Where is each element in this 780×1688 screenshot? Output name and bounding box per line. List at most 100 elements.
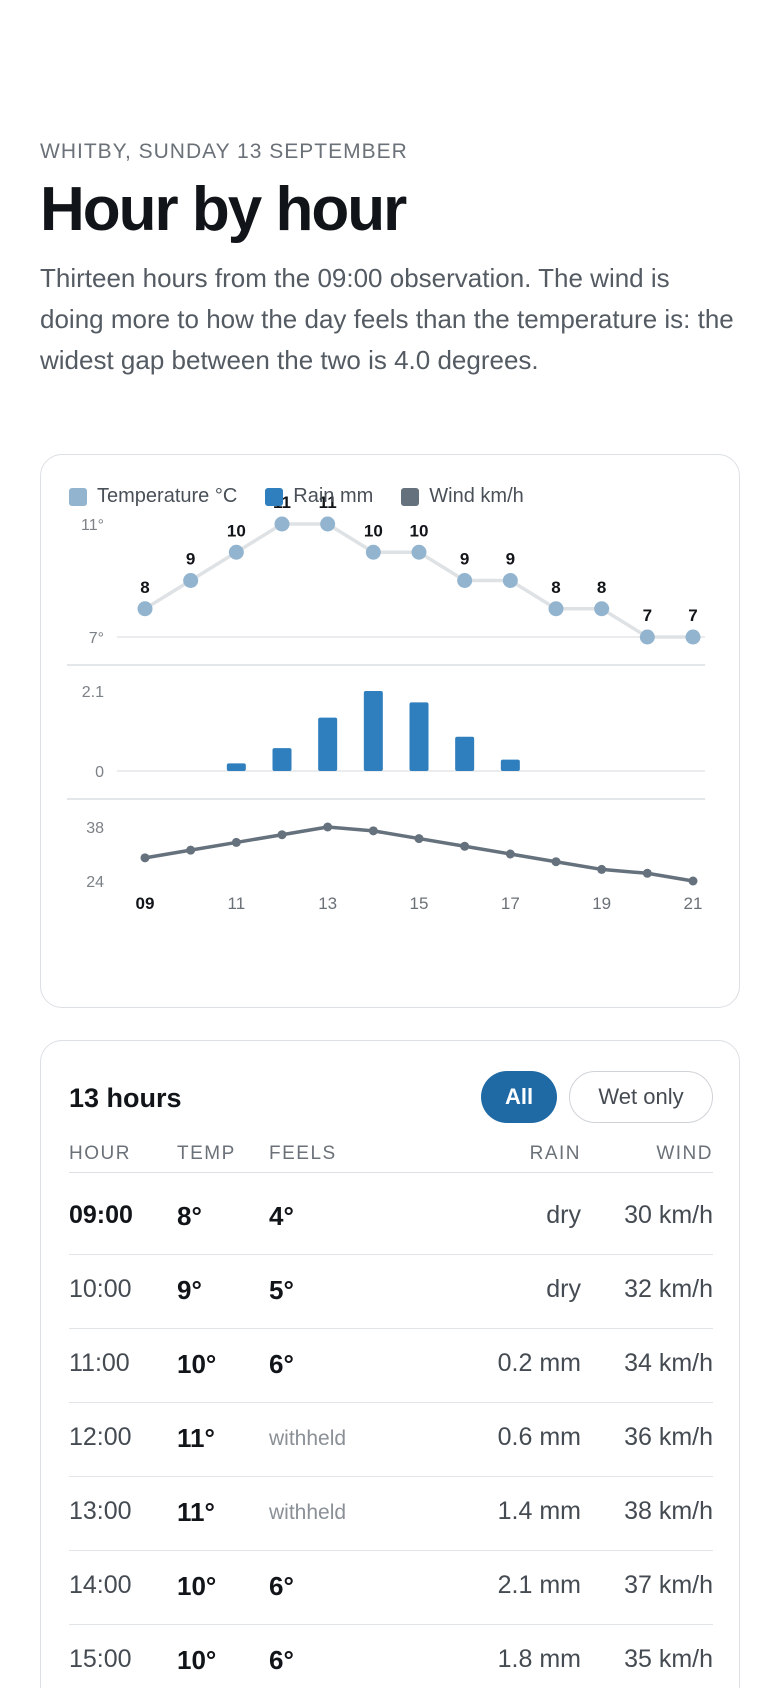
temperature-data-label: 10 [227,521,246,540]
row-temp: 9° [177,1275,202,1305]
row-rain: 0.6 mm [497,1423,581,1451]
wind-point [688,876,698,886]
row-wind: 37 km/h [624,1571,713,1599]
column-header-rain: RAIN [529,1143,581,1164]
y-tick-label: 11° [81,517,104,534]
temperature-point [502,573,518,588]
table-row: 13:00 11° withheld 1.4 mm 38 km/h [69,1477,713,1551]
row-hour: 09:00 [69,1201,133,1229]
row-wind: 35 km/h [624,1645,713,1673]
rain-bar [272,748,292,771]
row-hour: 14:00 [69,1571,132,1599]
x-tick-label: 13 [318,894,337,913]
temperature-line [144,522,693,639]
row-feels: withheld [269,1427,347,1450]
table-row: 10:00 9° 5° dry 32 km/h [69,1255,713,1329]
row-wind: 30 km/h [624,1201,713,1229]
y-tick-label: 0 [95,764,104,781]
temperature-point [594,601,610,617]
temperature-point [228,544,244,560]
row-feels: 6° [269,1645,294,1675]
filter-all-button[interactable]: All [481,1071,557,1123]
row-feels: withheld [269,1501,347,1524]
row-rain: 1.8 mm [497,1645,581,1673]
rain-bar [226,763,246,771]
row-feels: 5° [269,1275,294,1305]
row-wind: 36 km/h [624,1423,713,1451]
legend-item-wind: Wind km/h [401,485,524,508]
temperature-point [411,544,427,560]
row-hour: 12:00 [69,1423,132,1451]
column-header-wind: WIND [656,1143,713,1164]
row-feels: 6° [269,1571,294,1601]
column-header-feels: FEELS [269,1143,337,1164]
row-rain: dry [546,1201,581,1229]
temperature-data-label: 8 [597,578,606,597]
chart-legend: Temperature °C Rain mm Wind km/h [69,485,524,508]
temperature-point [365,544,381,560]
temperature-point [639,629,655,645]
rain-bar [318,717,338,771]
legend-label-wind: Wind km/h [429,485,524,507]
temperature-data-label: 10 [410,521,429,540]
table-row: 09:00 8° 4° dry 30 km/h [69,1181,713,1255]
temperature-point [137,601,153,617]
table-rows: 09:00 8° 4° dry 30 km/h 10:00 9° 5° dry … [69,1181,713,1688]
legend-item-temperature: Temperature °C [69,485,237,508]
wind-point [460,841,470,851]
row-feels: 4° [269,1201,294,1231]
row-temp: 11° [177,1423,215,1453]
page-title: Hour by hour [40,175,407,244]
wind-point [140,853,150,863]
y-tick-label: 2.1 [82,684,104,701]
temperature-point [685,629,701,645]
y-tick-label: 24 [86,874,104,891]
row-temp: 10° [177,1349,217,1379]
hour-count: 13 hours [69,1083,182,1113]
wind-point [277,830,287,840]
temperature-data-label: 7 [688,606,697,625]
row-hour: 11:00 [69,1349,130,1377]
rain-bar [500,759,520,771]
rain-bar [363,691,383,771]
table-row: 11:00 10° 6° 0.2 mm 34 km/h [69,1329,713,1403]
table-row: 14:00 10° 6° 2.1 mm 37 km/h [69,1551,713,1625]
temperature-data-label: 8 [551,578,560,597]
x-tick-label: 17 [501,894,520,913]
legend-label-rain: Rain mm [293,485,374,507]
wind-point [505,849,515,859]
filter-wet-only-button[interactable]: Wet only [569,1071,713,1123]
table-column-headers: HOUR TEMP FEELS RAIN WIND [69,1143,713,1173]
location-date: WHITBY, SUNDAY 13 SEPTEMBER [40,140,408,163]
temperature-data-label: 7 [643,606,652,625]
row-rain: 1.4 mm [497,1497,581,1525]
filter-toggle: All Wet only [481,1071,713,1123]
wind-point [642,868,652,878]
row-hour: 13:00 [69,1497,132,1525]
row-rain: 2.1 mm [497,1571,581,1599]
temperature-data-label: 9 [460,550,469,569]
row-temp: 11° [177,1497,215,1527]
temperature-point [320,516,336,532]
x-tick-label: 09 [136,894,155,913]
temperature-data-label: 9 [506,550,515,569]
row-temp: 10° [177,1571,217,1601]
x-tick-label: 15 [410,894,429,913]
table-header: 13 hours All Wet only [69,1071,713,1125]
row-temp: 10° [177,1645,217,1675]
row-hour: 10:00 [69,1275,132,1303]
row-feels: 6° [269,1349,294,1379]
legend-swatch-rain [265,487,284,506]
x-tick-label: 21 [684,894,703,913]
wind-point [368,826,378,836]
column-header-hour: HOUR [69,1143,131,1164]
y-tick-label: 7° [89,630,104,647]
wind-point [186,845,196,855]
wind-point [597,864,607,874]
table-row: 12:00 11° withheld 0.6 mm 36 km/h [69,1403,713,1477]
row-rain: dry [546,1275,581,1303]
rain-bar [409,702,429,771]
row-temp: 8° [177,1201,202,1231]
row-rain: 0.2 mm [497,1349,581,1377]
row-hour: 15:00 [69,1645,132,1673]
